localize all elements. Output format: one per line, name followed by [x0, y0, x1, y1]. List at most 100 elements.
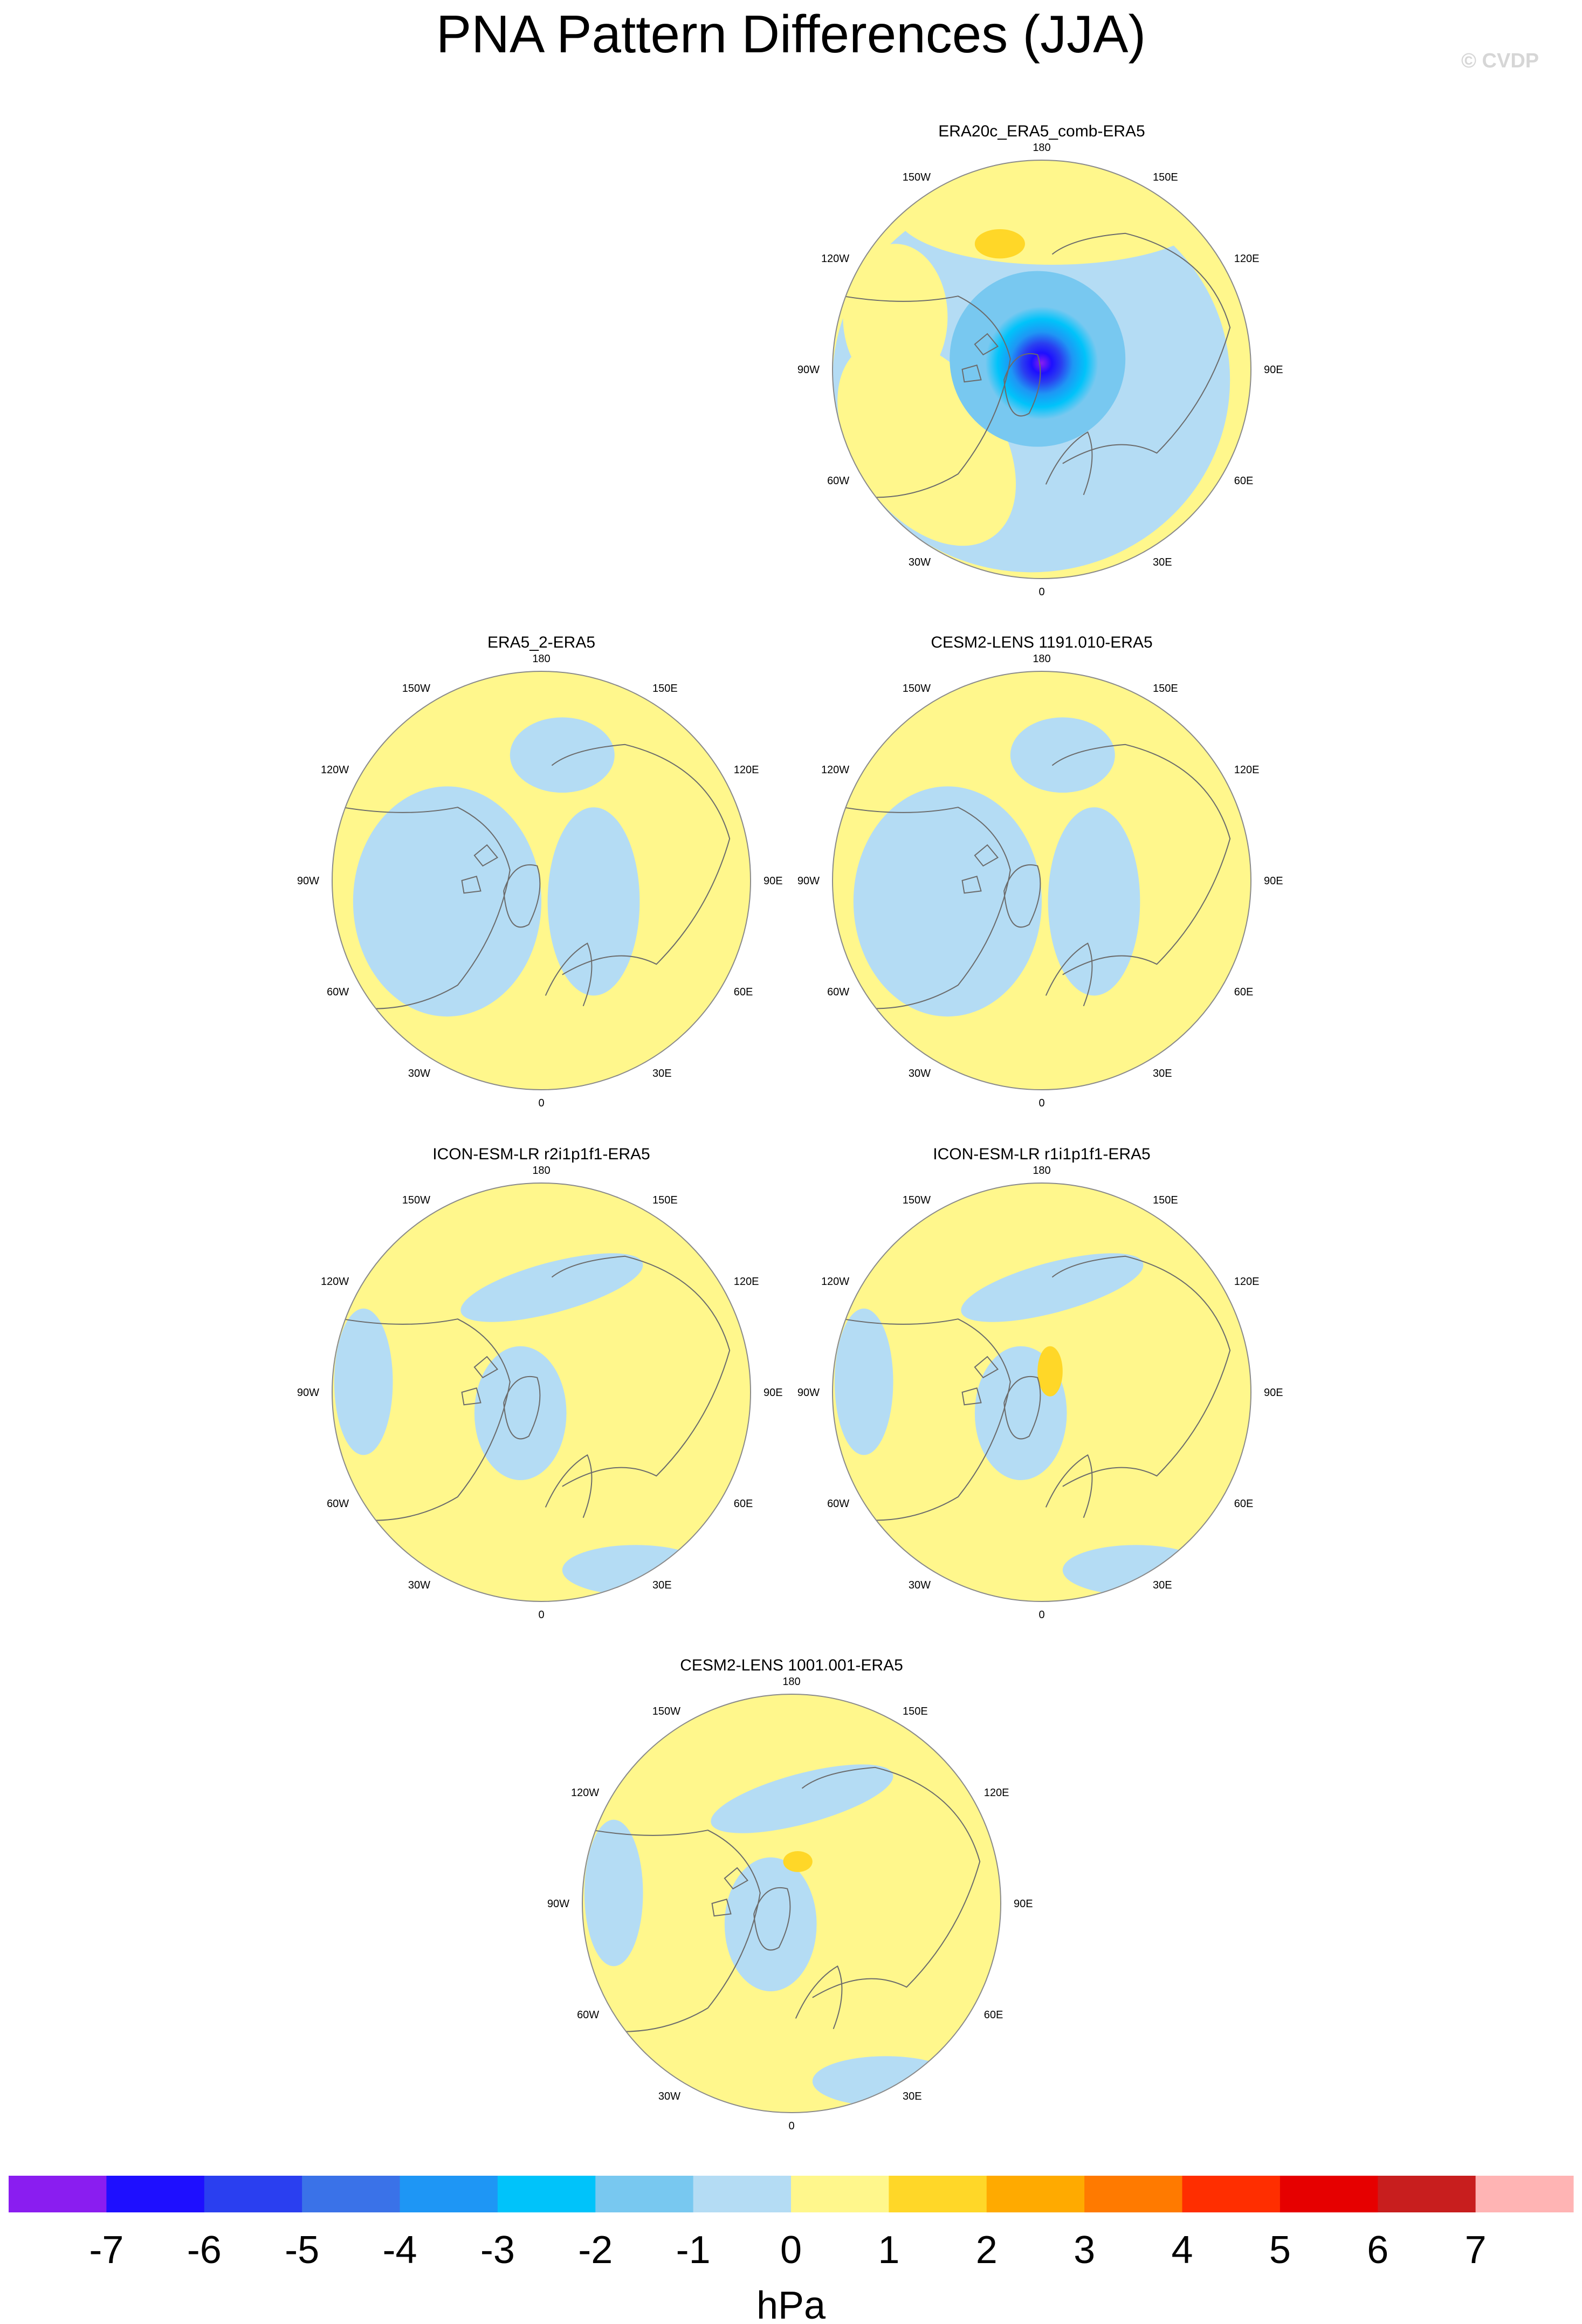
coastline — [503, 1376, 541, 1440]
longitude-label: 0 — [1038, 1097, 1044, 1109]
coastline — [974, 1356, 999, 1379]
longitude-label: 120E — [1234, 253, 1260, 265]
longitude-label: 180 — [782, 1676, 800, 1688]
longitude-label: 30E — [652, 1068, 672, 1080]
coastline — [593, 1830, 761, 2032]
map-panel: ERA20c_ERA5_comb-ERA5 180 150E 120E 90E 60E 30… — [797, 122, 1283, 598]
coastline — [843, 807, 1011, 1009]
longitude-label: 120W — [321, 1276, 349, 1288]
colorbar-tick-label: -3 — [480, 2229, 515, 2272]
longitude-label: 90W — [297, 1387, 319, 1399]
longitude-label: 30E — [903, 2091, 922, 2102]
longitude-label: 150W — [903, 683, 931, 695]
coastline — [961, 365, 982, 383]
anomaly-field — [834, 1253, 1231, 1596]
coastline — [473, 844, 499, 867]
coastline — [974, 844, 999, 867]
longitude-label: 90E — [764, 1387, 783, 1399]
colorbar-tick-label: -2 — [578, 2229, 613, 2272]
anomaly-region — [961, 1253, 1144, 1322]
colorbar-tick-label: -4 — [382, 2229, 417, 2272]
panel-title: ICON-ESM-LR r1i1p1f1-ERA5 — [933, 1145, 1150, 1163]
longitude-label: 60E — [1234, 1498, 1254, 1510]
panel-title: CESM2-LENS 1001.001-ERA5 — [680, 1656, 903, 1674]
colorbar-unit: hPa — [756, 2284, 826, 2324]
colorbar-tick-label: -6 — [187, 2229, 222, 2272]
longitude-label: 60W — [827, 986, 849, 998]
longitude-label: 150E — [903, 1706, 928, 1717]
longitude-label: 0 — [538, 1097, 544, 1109]
longitude-label: 90W — [797, 1387, 820, 1399]
colorbar-swatch — [9, 2176, 107, 2212]
map-border — [832, 160, 1251, 579]
colorbar-tick-label: 7 — [1465, 2229, 1487, 2272]
colorbar-swatch — [302, 2176, 400, 2212]
longitude-label: 180 — [532, 1165, 550, 1177]
coastline — [961, 1387, 982, 1406]
anomaly-region — [334, 1308, 393, 1455]
colorbar-swatch — [1280, 2176, 1378, 2212]
anomaly-field — [833, 160, 1231, 573]
anomaly-field — [342, 692, 740, 1037]
coastline — [753, 1887, 791, 1951]
coastline — [801, 1766, 981, 1998]
longitude-label: 60W — [827, 475, 849, 487]
longitude-label: 60E — [1234, 475, 1254, 487]
coastline — [461, 1387, 482, 1406]
longitude-label: 60E — [734, 986, 753, 998]
colorbar-swatch — [204, 2176, 302, 2212]
colorbar-tick-label: 2 — [976, 2229, 998, 2272]
map-panel: ICON-ESM-LR r2i1p1f1-ERA5 180 150E 120E 90E 6… — [297, 1145, 783, 1621]
colorbar-swatch — [889, 2176, 987, 2212]
coastline — [1003, 1376, 1041, 1440]
longitude-label: 120E — [734, 1276, 759, 1288]
coastline — [1045, 431, 1093, 496]
anomaly-field — [843, 692, 1241, 1037]
map-border — [832, 671, 1251, 1090]
coastline — [1045, 1454, 1093, 1518]
colorbar-swatch — [1182, 2176, 1281, 2212]
coastline — [974, 333, 999, 356]
longitude-label: 150E — [652, 683, 678, 695]
longitude-label: 90W — [547, 1898, 569, 1910]
anomaly-region — [834, 1308, 893, 1455]
colorbar-swatch — [106, 2176, 205, 2212]
coastline — [1003, 864, 1041, 928]
anomaly-region — [783, 1851, 813, 1872]
longitude-label: 60E — [1234, 986, 1254, 998]
longitude-label: 90E — [1014, 1898, 1033, 1910]
longitude-label: 150E — [652, 1194, 678, 1206]
colorbar-tick-label: 4 — [1171, 2229, 1193, 2272]
coastline — [961, 876, 982, 894]
anomaly-region — [460, 1253, 643, 1322]
longitude-label: 150E — [1153, 1194, 1178, 1206]
longitude-label: 150E — [1153, 171, 1178, 183]
longitude-label: 150W — [903, 1194, 931, 1206]
longitude-label: 180 — [532, 653, 550, 665]
coastline — [342, 807, 511, 1009]
longitude-label: 0 — [1038, 586, 1044, 598]
longitude-label: 30W — [909, 1068, 931, 1080]
anomaly-region — [724, 1857, 817, 1991]
longitude-label: 180 — [1033, 653, 1050, 665]
panel-title: ERA20c_ERA5_comb-ERA5 — [938, 122, 1145, 140]
colorbar-tick-label: -7 — [89, 2229, 123, 2272]
colorbar-tick-label: -5 — [285, 2229, 319, 2272]
longitude-label: 180 — [1033, 1165, 1050, 1177]
anomaly-region — [547, 807, 640, 996]
colorbar-swatch — [1084, 2176, 1182, 2212]
longitude-label: 150W — [402, 1194, 430, 1206]
map-border — [332, 671, 751, 1090]
colorbar-tick-label: -1 — [676, 2229, 711, 2272]
longitude-label: 60W — [577, 2009, 599, 2021]
coastline — [843, 1318, 1011, 1521]
longitude-label: 120E — [1234, 764, 1260, 776]
longitude-label: 30E — [1153, 1068, 1172, 1080]
anomaly-region — [711, 1764, 893, 1833]
longitude-label: 90W — [797, 364, 820, 376]
longitude-label: 90E — [764, 875, 783, 887]
longitude-label: 0 — [1038, 1609, 1044, 1621]
coastline — [461, 876, 482, 894]
